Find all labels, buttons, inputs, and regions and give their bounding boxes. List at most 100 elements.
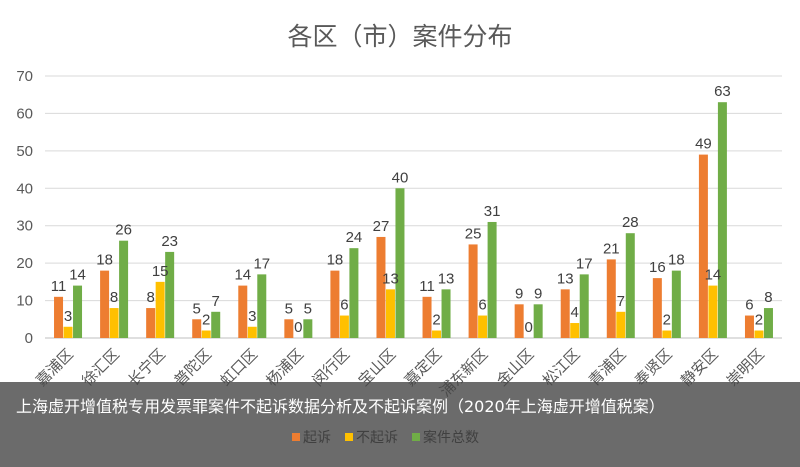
legend-swatch	[292, 433, 300, 441]
bar-2	[247, 326, 257, 338]
bar-1	[330, 270, 340, 338]
bar-1	[652, 278, 662, 338]
data-label: 6	[340, 297, 348, 314]
bar-1	[744, 315, 754, 338]
y-tick-label: 10	[16, 293, 33, 310]
legend-swatch	[345, 433, 353, 441]
bar-1	[606, 259, 616, 338]
data-label: 6	[745, 297, 753, 314]
bar-3	[441, 289, 451, 338]
bar-2	[201, 330, 211, 338]
bar-3	[211, 311, 221, 338]
bar-2	[708, 285, 718, 338]
bar-1	[376, 236, 386, 338]
bar-3	[73, 285, 83, 338]
data-label: 24	[346, 229, 363, 246]
bar-2	[432, 330, 442, 338]
y-tick-label: 20	[16, 255, 33, 272]
data-label: 2	[755, 312, 763, 329]
bar-3	[579, 274, 589, 338]
bar-1	[514, 304, 524, 338]
bar-3	[349, 248, 359, 338]
data-label: 13	[438, 270, 455, 287]
data-label: 2	[202, 312, 210, 329]
data-label: 49	[695, 136, 712, 153]
data-labels: 1131418826815235271431750518624271340112…	[51, 83, 773, 336]
y-tick-label: 0	[25, 330, 33, 347]
data-label: 14	[234, 267, 251, 284]
bar-3	[487, 221, 497, 338]
data-label: 7	[212, 293, 220, 310]
legend-label: 不起诉	[356, 430, 398, 446]
bar-2	[570, 323, 580, 338]
data-label: 8	[146, 289, 154, 306]
data-label: 18	[327, 252, 344, 269]
bar-3	[625, 233, 635, 338]
bars	[54, 102, 773, 338]
data-label: 18	[668, 252, 685, 269]
bar-2	[385, 289, 395, 338]
bar-3	[717, 102, 727, 338]
bar-1	[468, 244, 478, 338]
bar-3	[395, 188, 405, 338]
data-label: 14	[69, 267, 86, 284]
data-label: 9	[534, 285, 542, 302]
data-label: 8	[110, 289, 118, 306]
gridlines	[45, 75, 782, 339]
data-label: 23	[161, 233, 178, 250]
bar-2	[109, 308, 119, 338]
y-axis-ticks: 0 10 20 30 40 50 60 70	[16, 68, 33, 347]
y-tick-label: 40	[16, 180, 33, 197]
bar-3	[533, 304, 543, 338]
data-label: 26	[115, 222, 132, 239]
data-label: 40	[392, 169, 409, 186]
data-label: 11	[51, 278, 67, 295]
bar-3	[671, 270, 681, 338]
bar-1	[284, 319, 294, 338]
bar-2	[754, 330, 764, 338]
data-label: 2	[432, 312, 440, 329]
data-label: 31	[484, 203, 501, 220]
data-label: 27	[373, 218, 390, 235]
data-label: 8	[764, 289, 772, 306]
data-label: 5	[304, 300, 312, 317]
y-tick-label: 30	[16, 218, 33, 235]
data-label: 6	[478, 297, 486, 314]
bar-2	[478, 315, 488, 338]
chart-title: 各区（市）案件分布	[287, 22, 512, 51]
bar-3	[303, 319, 313, 338]
data-label: 25	[465, 225, 482, 242]
bar-2	[63, 326, 73, 338]
data-label: 14	[705, 267, 722, 284]
data-label: 21	[603, 240, 620, 257]
data-label: 13	[557, 270, 574, 287]
chart-legend: 起诉 不起诉 案件总数	[292, 429, 479, 446]
data-label: 18	[96, 252, 113, 269]
data-label: 5	[285, 300, 293, 317]
data-label: 0	[524, 319, 532, 336]
image-caption-overlay: 上海虚开增值税专用发票罪案件不起诉数据分析及不起诉案例（2020年上海虚开增值税…	[0, 382, 800, 467]
data-label: 17	[576, 255, 593, 272]
y-tick-label: 70	[16, 68, 33, 85]
bar-3	[763, 308, 773, 338]
bar-2	[616, 311, 626, 338]
data-label: 13	[382, 270, 399, 287]
legend-label: 起诉	[303, 430, 331, 446]
data-label: 2	[663, 312, 671, 329]
y-tick-label: 60	[16, 105, 33, 122]
bar-2	[155, 281, 165, 338]
data-label: 16	[649, 259, 666, 276]
bar-1	[146, 308, 156, 338]
data-label: 4	[571, 304, 579, 321]
data-label: 15	[152, 263, 169, 280]
bar-1	[238, 285, 248, 338]
data-label: 63	[714, 83, 731, 100]
caption-text: 上海虚开增值税专用发票罪案件不起诉数据分析及不起诉案例（2020年上海虚开增值税…	[16, 397, 665, 416]
bar-3	[119, 240, 129, 338]
bar-2	[339, 315, 349, 338]
legend-label: 案件总数	[423, 429, 479, 446]
data-label: 3	[248, 308, 256, 325]
data-label: 9	[515, 285, 523, 302]
data-label: 7	[617, 293, 625, 310]
bar-2	[662, 330, 672, 338]
